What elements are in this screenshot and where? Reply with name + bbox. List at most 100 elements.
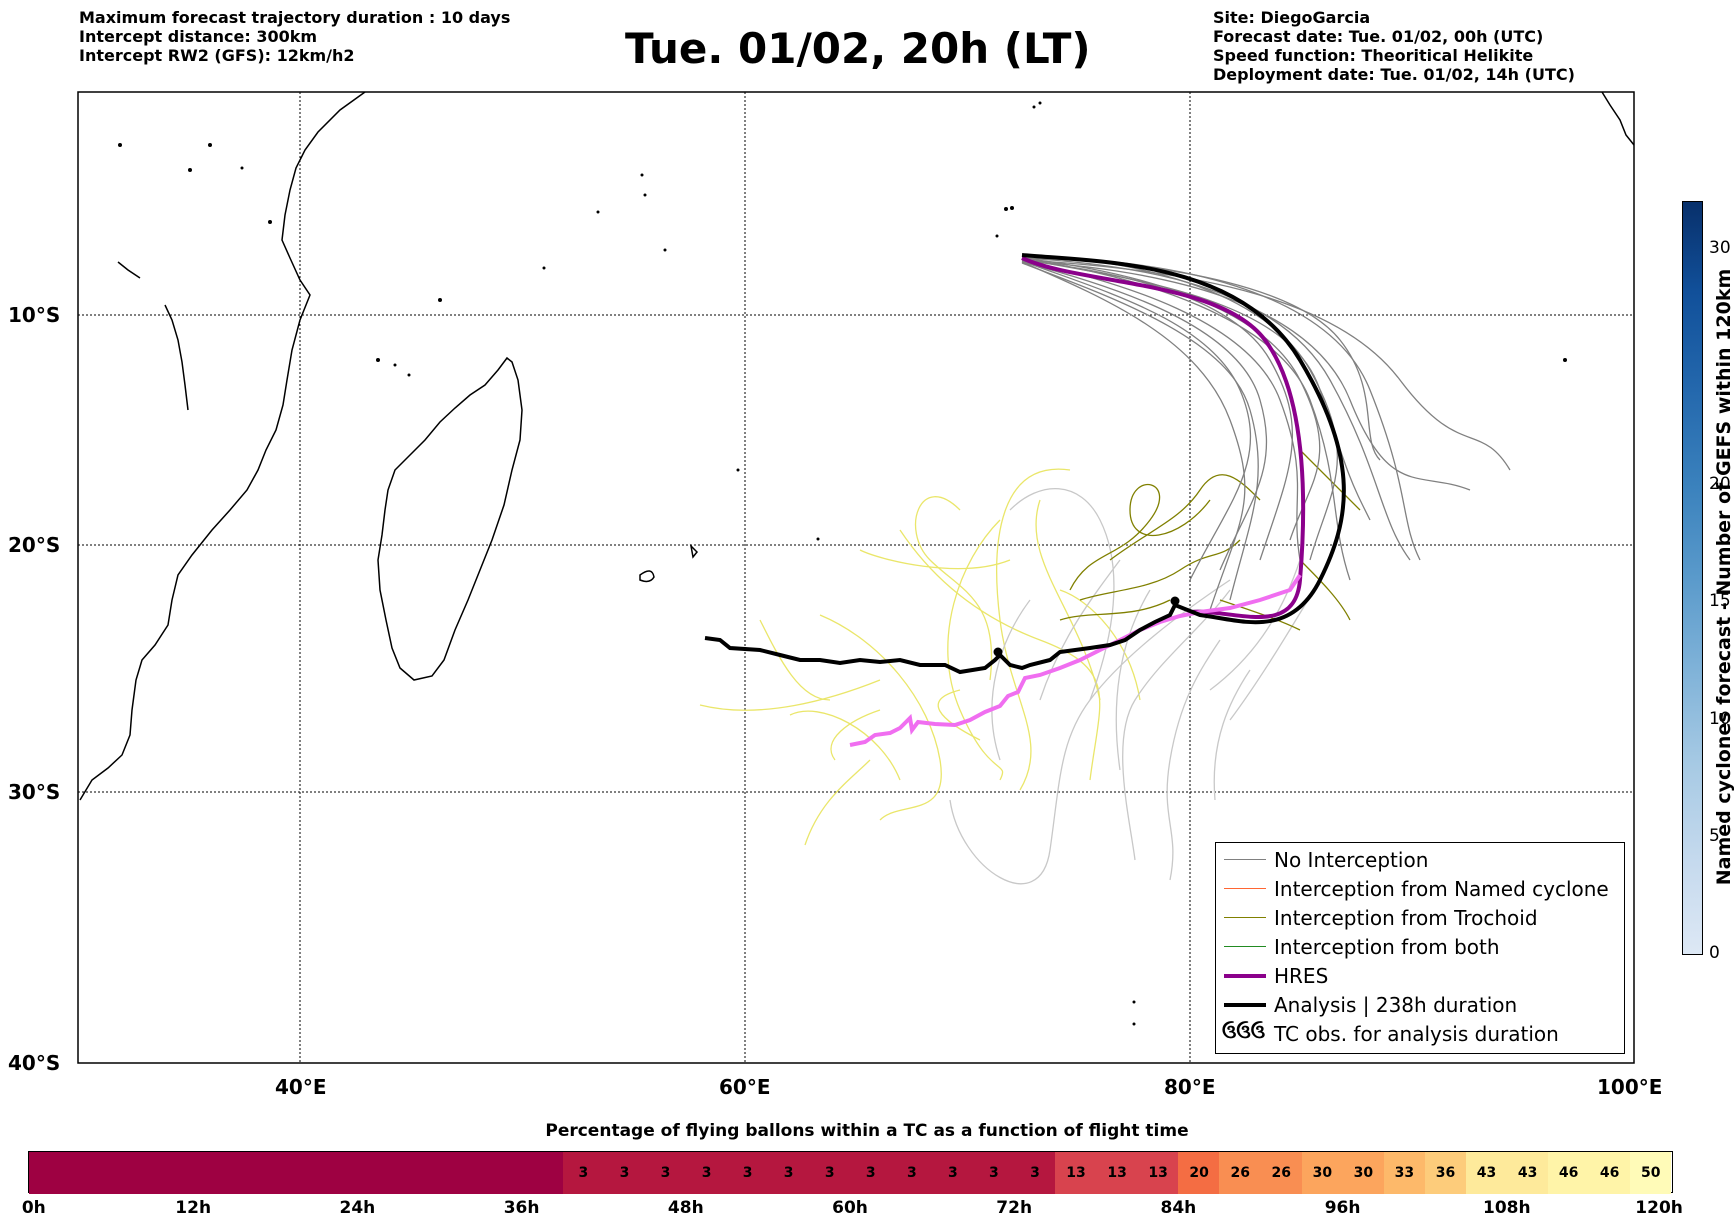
percentage-cell: 3 [850, 1152, 892, 1194]
colorbar-tick-20: 20 [1709, 474, 1731, 494]
cyclone-count-colorbar [1682, 201, 1703, 955]
lake-coast-2 [117, 261, 141, 279]
legend-item-both: Interception from both [1216, 932, 1624, 961]
legend-line-gray [1224, 859, 1266, 860]
lat-tick-30s: 30°S [8, 780, 61, 804]
percentage-cell: 3 [891, 1152, 933, 1194]
percentage-cell: 13 [1096, 1152, 1138, 1194]
page-title: Tue. 01/02, 20h (LT) [625, 24, 1091, 73]
legend-line-green [1224, 946, 1266, 947]
header-right-info: Site: DiegoGarcia Forecast date: Tue. 01… [1213, 8, 1575, 84]
legend-item-tc-obs: ઉઉઉ TC obs. for analysis duration [1222, 1021, 1559, 1046]
island-mauritius [689, 543, 699, 559]
colorbar-tick-30: 30 [1709, 238, 1731, 258]
percentage-cell: 36 [1424, 1152, 1467, 1194]
colorbar-tick-10: 10 [1709, 709, 1731, 729]
trajectories-yellow [699, 468, 1141, 846]
percentage-cell: 3 [932, 1152, 974, 1194]
bottom-chart-bar: 3 3 3 3 3 3 3 3 3 3 3 3 13 13 13 20 26 26 30 30 33 36 43 43 46 46… [28, 1151, 1673, 1194]
percentage-cell: 3 [1014, 1152, 1056, 1194]
tc-observation-path [849, 573, 1302, 747]
legend-line-purple [1224, 974, 1266, 978]
header-left-info: Maximum forecast trajectory duration : 1… [79, 8, 510, 65]
info-line-deployment-date: Deployment date: Tue. 01/02, 14h (UTC) [1213, 65, 1575, 84]
percentage-cell: 30 [1301, 1152, 1344, 1194]
map-gridlines [78, 92, 1634, 1063]
percentage-cell: 3 [726, 1152, 769, 1194]
legend-item-no-interception: No Interception [1216, 845, 1624, 874]
info-line-intercept-rw2: Intercept RW2 (GFS): 12km/h2 [79, 46, 355, 65]
percentage-cell: 20 [1178, 1152, 1220, 1194]
lat-tick-40s: 40°S [8, 1051, 61, 1075]
lon-tick-100e: 100°E [1597, 1075, 1663, 1099]
percentage-cell: 46 [1588, 1152, 1631, 1194]
time-tick-label: 96h [1324, 1198, 1361, 1218]
legend-line-black [1224, 1003, 1266, 1007]
percentage-cell: 3 [973, 1152, 1015, 1194]
lon-tick-40e: 40°E [275, 1075, 327, 1099]
cyclone-symbol-icon: ઉઉઉ [1222, 1021, 1266, 1043]
lake-coast [164, 304, 189, 411]
info-line-forecast-date: Forecast date: Tue. 01/02, 00h (UTC) [1213, 27, 1544, 46]
time-tick-label: 36h [503, 1198, 540, 1218]
percentage-cell [29, 1152, 564, 1194]
bottom-chart-title: Percentage of flying ballons within a TC… [545, 1121, 1189, 1141]
lat-tick-10s: 10°S [8, 303, 61, 327]
time-tick-label: 12h [175, 1198, 212, 1218]
time-tick-label: 84h [1160, 1198, 1197, 1218]
percentage-cell: 3 [562, 1152, 605, 1194]
colorbar-label: Named cyclones forecast - Number of GEFS… [1713, 268, 1734, 886]
bottom-chart-time-axis: 0h 12h 24h 36h 48h 60h 72h 84h 96h 108h 120h [0, 1198, 1734, 1223]
percentage-cell: 3 [644, 1152, 687, 1194]
legend-item-analysis: Analysis | 238h duration [1216, 990, 1624, 1019]
legend-item-hres: HRES [1216, 961, 1624, 990]
time-tick-label: 48h [667, 1198, 704, 1218]
trajectories-lightgray [949, 488, 1321, 885]
percentage-cell: 50 [1629, 1152, 1672, 1194]
percentage-cell: 43 [1506, 1152, 1549, 1194]
small-islands [118, 101, 1567, 1026]
info-line-intercept-distance: Intercept distance: 300km [79, 27, 318, 46]
legend-item-named-cyclone: Interception from Named cyclone [1216, 874, 1624, 903]
time-tick-label: 108h [1483, 1198, 1531, 1218]
lon-tick-60e: 60°E [719, 1075, 771, 1099]
time-tick-label: 120h [1635, 1198, 1683, 1218]
colorbar-tick-5: 5 [1709, 826, 1720, 846]
hres-trajectory [1021, 256, 1306, 619]
analysis-markers [993, 596, 1180, 657]
coastlines [79, 91, 1635, 801]
percentage-cell: 26 [1260, 1152, 1303, 1194]
percentage-cell: 3 [767, 1152, 810, 1194]
legend-line-olive [1224, 917, 1266, 918]
percentage-cell: 43 [1465, 1152, 1508, 1194]
legend-item-trochoid: Interception from Trochoid [1216, 903, 1624, 932]
time-tick-label: 60h [832, 1198, 868, 1218]
percentage-cell: 33 [1383, 1152, 1426, 1194]
island-reunion [639, 570, 655, 583]
colorbar-tick-0: 0 [1709, 943, 1720, 963]
percentage-cell: 13 [1055, 1152, 1097, 1194]
percentage-cell: 13 [1137, 1152, 1179, 1194]
legend-line-orange [1224, 888, 1266, 889]
madagascar-coast [377, 356, 523, 681]
colorbar-tick-15: 15 [1709, 591, 1731, 611]
percentage-cell: 26 [1219, 1152, 1261, 1194]
percentage-cell: 3 [808, 1152, 851, 1194]
coast-northeast [1601, 91, 1635, 146]
lon-tick-80e: 80°E [1164, 1075, 1216, 1099]
info-line-site: Site: DiegoGarcia [1213, 8, 1371, 27]
info-line-speed-function: Speed function: Theoritical Helikite [1213, 46, 1534, 65]
percentage-cell: 30 [1342, 1152, 1385, 1194]
time-tick-label: 24h [339, 1198, 376, 1218]
time-tick-label: 72h [996, 1198, 1033, 1218]
trajectories-gray [1021, 256, 1511, 611]
percentage-cell: 3 [685, 1152, 728, 1194]
percentage-cell: 3 [603, 1152, 646, 1194]
analysis-trajectory [704, 253, 1346, 675]
time-tick-label: 0h [21, 1198, 46, 1218]
africa-coast [79, 91, 366, 801]
percentage-cell: 46 [1547, 1152, 1590, 1194]
info-line-duration: Maximum forecast trajectory duration : 1… [79, 8, 511, 27]
lat-tick-20s: 20°S [8, 533, 61, 557]
map-legend: No Interception Interception from Named … [1215, 842, 1625, 1054]
